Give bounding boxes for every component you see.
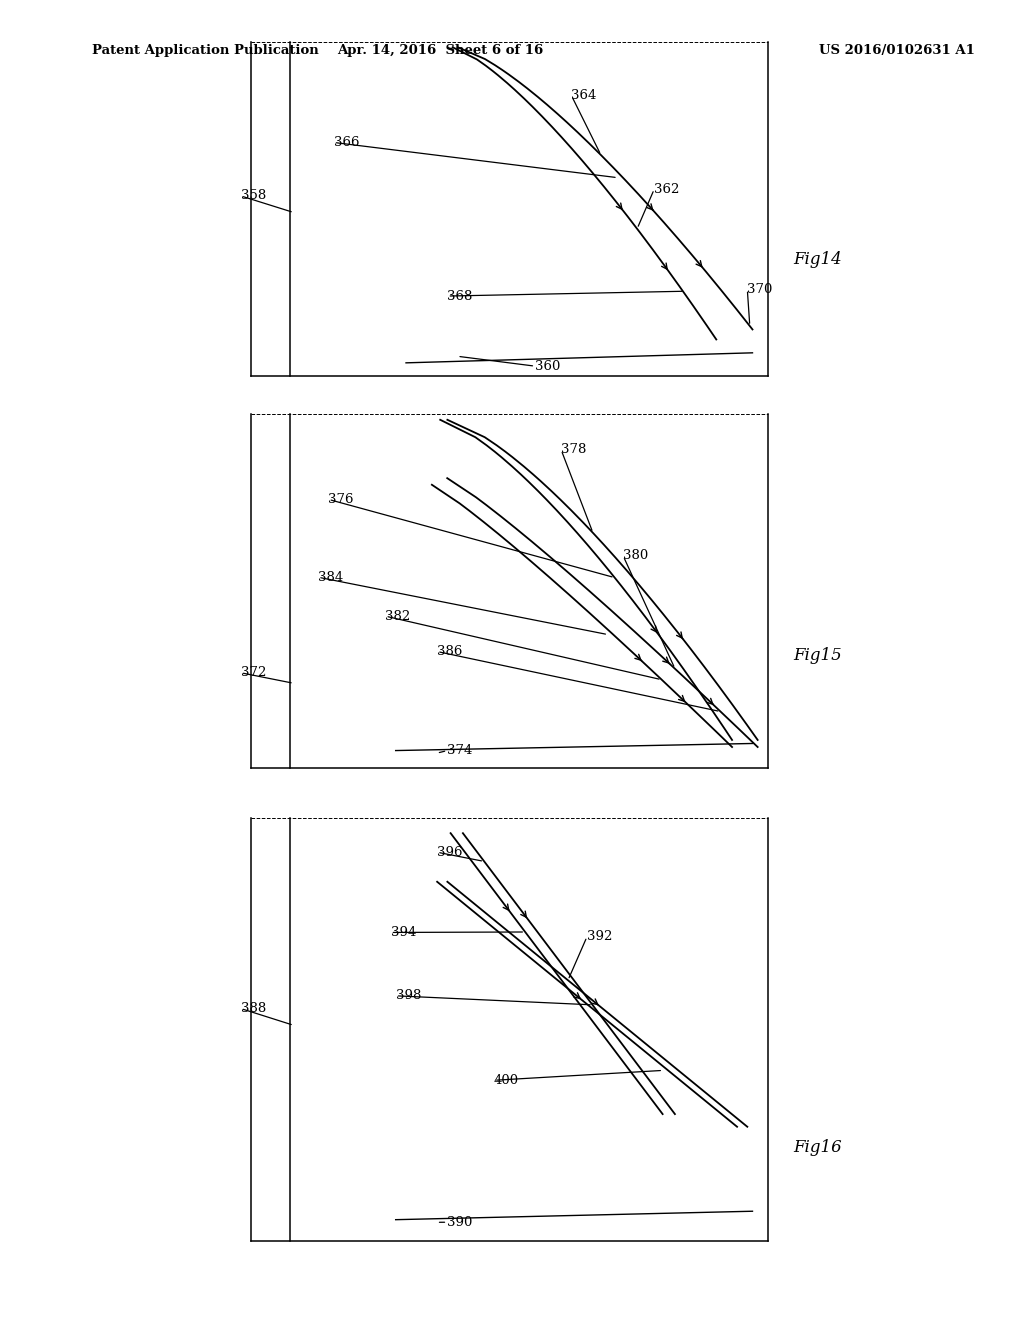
Text: 382: 382 bbox=[385, 610, 411, 623]
Text: 362: 362 bbox=[654, 182, 680, 195]
Text: 380: 380 bbox=[624, 549, 648, 562]
Text: 400: 400 bbox=[494, 1073, 519, 1086]
Text: 372: 372 bbox=[241, 667, 266, 680]
Text: 384: 384 bbox=[318, 570, 343, 583]
Text: 358: 358 bbox=[241, 189, 266, 202]
Text: Fig16: Fig16 bbox=[794, 1139, 843, 1156]
Text: 390: 390 bbox=[447, 1216, 473, 1229]
Text: 396: 396 bbox=[437, 846, 463, 859]
Text: Patent Application Publication: Patent Application Publication bbox=[92, 44, 318, 57]
Text: Fig14: Fig14 bbox=[794, 251, 843, 268]
Text: 398: 398 bbox=[395, 989, 421, 1002]
Text: 378: 378 bbox=[561, 444, 587, 457]
Text: Fig15: Fig15 bbox=[794, 647, 843, 664]
Text: 370: 370 bbox=[748, 282, 773, 296]
Text: 366: 366 bbox=[334, 136, 359, 149]
Text: Apr. 14, 2016  Sheet 6 of 16: Apr. 14, 2016 Sheet 6 of 16 bbox=[337, 44, 544, 57]
Text: 374: 374 bbox=[447, 744, 473, 758]
Text: 368: 368 bbox=[447, 289, 473, 302]
Text: 388: 388 bbox=[241, 1002, 266, 1015]
Text: 360: 360 bbox=[536, 359, 561, 372]
Text: 394: 394 bbox=[390, 925, 416, 939]
Text: US 2016/0102631 A1: US 2016/0102631 A1 bbox=[819, 44, 975, 57]
Text: 376: 376 bbox=[329, 492, 354, 506]
Text: 364: 364 bbox=[571, 90, 597, 102]
Text: 392: 392 bbox=[587, 931, 612, 944]
Text: 386: 386 bbox=[437, 645, 463, 657]
